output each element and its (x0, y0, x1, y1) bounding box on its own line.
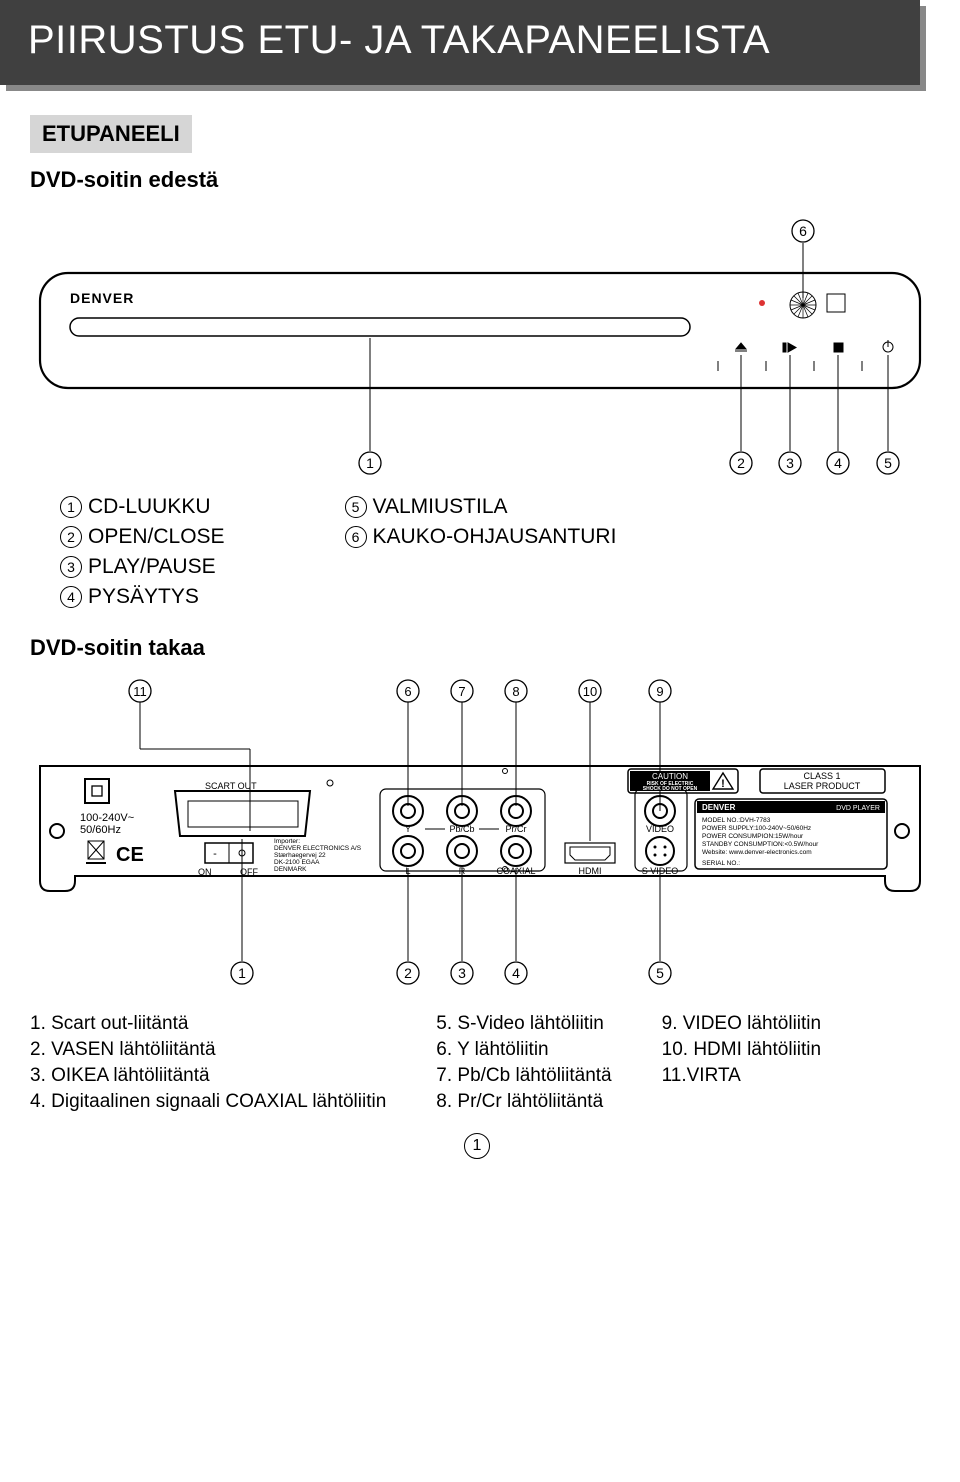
svg-text:!: ! (721, 778, 725, 790)
callout: 8 (512, 684, 519, 699)
front-panel-diagram: 6 DENVER (30, 203, 930, 483)
label: POWER CONSUMPION:15W/hour (702, 833, 804, 840)
label: Pr/Cr (506, 824, 527, 834)
legend-num: 2 (60, 526, 82, 548)
label: HDMI (579, 866, 602, 876)
front-subheading: DVD-soitin edestä (30, 167, 960, 193)
legend-item: 4. Digitaalinen signaali COAXIAL lähtöli… (30, 1091, 386, 1113)
label: Website: www.denver-electronics.com (702, 849, 812, 856)
legend-label: PLAY/PAUSE (88, 555, 216, 579)
callout-4: 4 (834, 455, 842, 471)
front-legend: 1 CD-LUUKKU 2 OPEN/CLOSE 3 PLAY/PAUSE 4 PYSÄ… (60, 495, 960, 609)
label: DK-2100 EGAA (274, 859, 320, 866)
label: STANDBY CONSUMPTION:<0.5W/hour (702, 841, 819, 848)
callout-5: 5 (884, 455, 892, 471)
callout: 10 (583, 684, 597, 699)
legend-label: VALMIUSTILA (373, 495, 508, 519)
legend-num: 4 (60, 586, 82, 608)
rear-legend: 1. Scart out-liitäntä 2. VASEN lähtöliit… (30, 1013, 930, 1113)
front-section-label: ETUPANEELI (30, 115, 192, 153)
legend-item: 8. Pr/Cr lähtöliitäntä (436, 1091, 611, 1113)
ce-mark: CE (116, 844, 144, 866)
legend-label: KAUKO-OHJAUSANTURI (373, 525, 617, 549)
callout: 9 (656, 684, 663, 699)
legend-item: 2. VASEN lähtöliitäntä (30, 1039, 386, 1061)
legend-label: CD-LUUKKU (88, 495, 211, 519)
rear-panel-diagram: 11 6 7 8 10 9 100-240V~ 50/60Hz (30, 671, 930, 1001)
callout: 6 (404, 684, 411, 699)
label: SERIAL NO.: (702, 860, 740, 867)
callout: 11 (133, 684, 147, 699)
legend-item: 5. S-Video lähtöliitin (436, 1013, 611, 1035)
legend-item: 9. VIDEO lähtöliitin (662, 1013, 821, 1035)
label: SHOCK DO NOT OPEN (643, 786, 698, 792)
callout: 1 (238, 965, 246, 981)
legend-label: PYSÄYTYS (88, 585, 199, 609)
label: Stærhaegervej 22 (274, 852, 326, 859)
label: DENVER (702, 803, 736, 812)
callout-1: 1 (366, 455, 374, 471)
legend-num: 1 (60, 496, 82, 518)
legend-label: OPEN/CLOSE (88, 525, 225, 549)
legend-num: 3 (60, 556, 82, 578)
callout: 2 (404, 965, 412, 981)
label: CLASS 1 (803, 771, 840, 781)
page-number-footer: 1 (0, 1133, 960, 1159)
label: CAUTION (652, 772, 688, 781)
label: Y (405, 824, 411, 834)
label: 50/60Hz (80, 824, 121, 836)
label: DENVER ELECTRONICS A/S (274, 845, 362, 852)
legend-num: 6 (345, 526, 367, 548)
label: ON (198, 867, 212, 877)
callout: 5 (656, 965, 664, 981)
label: DENMARK (274, 866, 307, 873)
callout: 7 (458, 684, 465, 699)
svg-text:-: - (213, 848, 217, 860)
legend-item: 10. HDMI lähtöliitin (662, 1039, 821, 1061)
page-number: 1 (464, 1133, 490, 1159)
label: VIDEO (646, 824, 674, 834)
legend-item: 6. Y lähtöliitin (436, 1039, 611, 1061)
callout-3: 3 (786, 455, 794, 471)
page-title: PIIRUSTUS ETU- JA TAKAPANEELISTA (0, 0, 920, 85)
label: Pb/Cb (449, 824, 474, 834)
label: OFF (240, 867, 258, 877)
callout: 4 (512, 965, 520, 981)
callout-6: 6 (799, 223, 807, 239)
label: POWER SUPPLY:100-240V~50/60Hz (702, 825, 811, 832)
callout-2: 2 (737, 455, 745, 471)
label: 100-240V~ (80, 812, 134, 824)
label: LASER PRODUCT (784, 781, 861, 791)
label: MODEL NO.:DVH-7783 (702, 817, 771, 824)
label: SCART OUT (205, 781, 257, 791)
legend-item: 7. Pb/Cb lähtöliitäntä (436, 1065, 611, 1087)
label: Importer: (274, 838, 300, 845)
legend-num: 5 (345, 496, 367, 518)
legend-item: 3. OIKEA lähtöliitäntä (30, 1065, 386, 1087)
legend-item: 1. Scart out-liitäntä (30, 1013, 386, 1035)
rear-subheading: DVD-soitin takaa (30, 635, 960, 661)
callout: 3 (458, 965, 466, 981)
legend-item: 11.VIRTA (662, 1065, 821, 1087)
label: DVD PLAYER (836, 805, 880, 812)
brand-logo: DENVER (70, 290, 134, 306)
